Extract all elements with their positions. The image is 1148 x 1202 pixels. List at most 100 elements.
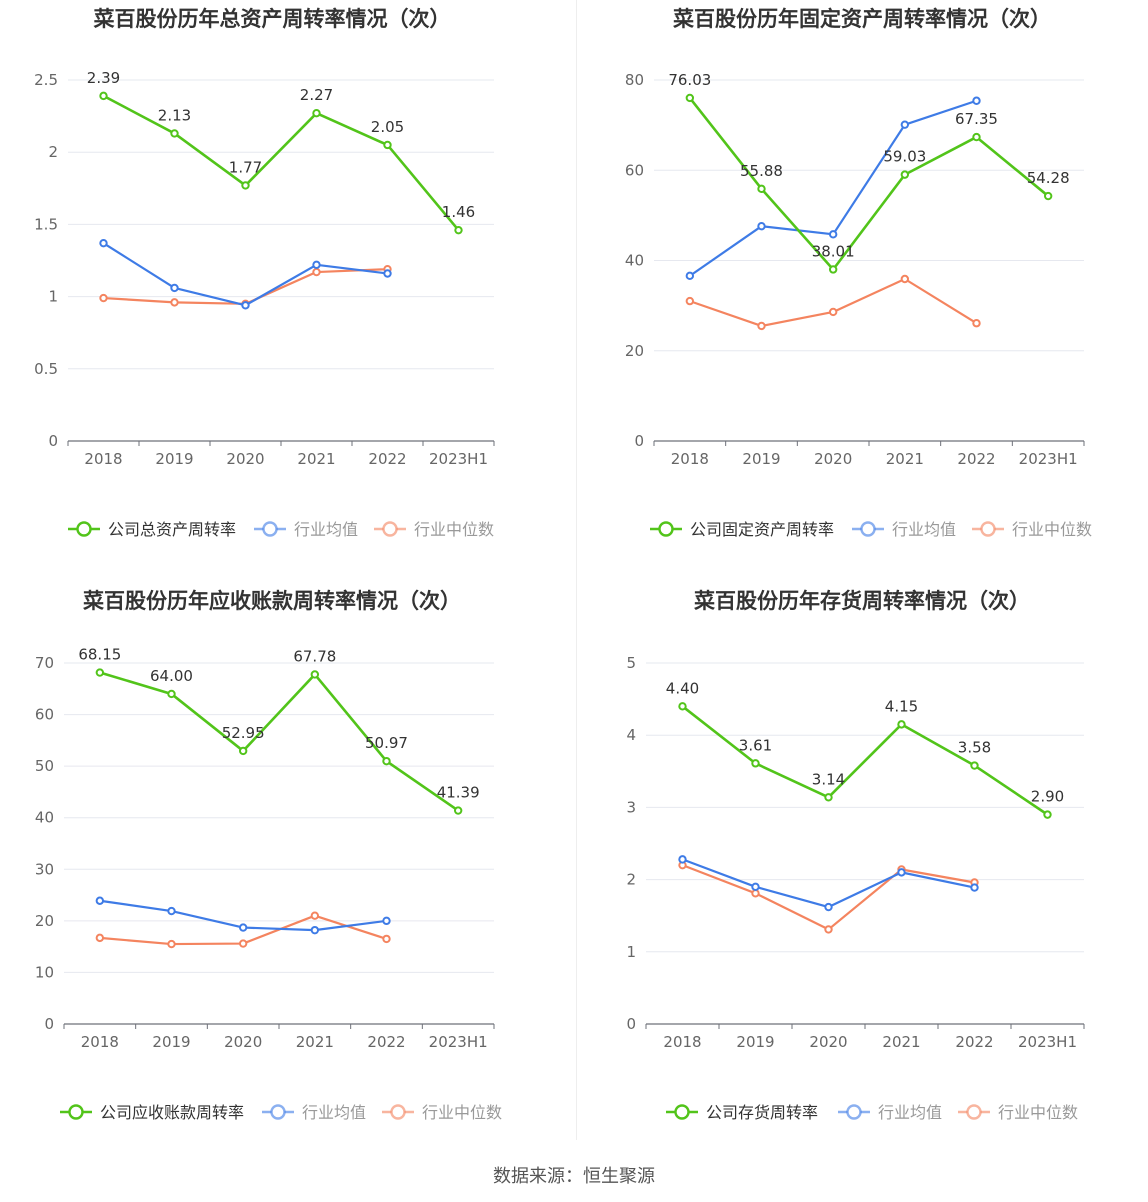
legend-item-company[interactable]: 公司固定资产周转率 <box>650 520 834 539</box>
legend-marker <box>860 521 876 537</box>
y-tick-label: 0.5 <box>34 360 58 378</box>
data-point-avg <box>99 238 108 248</box>
data-point-company <box>382 756 391 766</box>
data-point-company <box>99 91 108 101</box>
legend-label: 公司固定资产周转率 <box>690 520 834 539</box>
chart-svg-fixed-asset-turnover: 菜百股份历年固定资产周转率情况（次） 0 20 40 60 80 2018 2019 2020 2… <box>625 7 1092 539</box>
y-tick-label: 3 <box>626 798 636 816</box>
legend-marker <box>68 1104 84 1120</box>
data-point-avg <box>757 222 766 231</box>
data-point-avg <box>383 269 392 278</box>
data-point-median <box>757 321 766 331</box>
y-tick-label: 1 <box>48 288 58 306</box>
data-point-company <box>1043 810 1052 819</box>
x-tick-label: 2020 <box>809 1033 847 1051</box>
legend-label: 公司总资产周转率 <box>108 520 236 539</box>
data-label: 4.40 <box>666 679 699 697</box>
data-point-company <box>757 184 766 194</box>
data-label: 52.95 <box>222 724 265 742</box>
data-label: 2.05 <box>371 118 404 136</box>
data-point-median <box>828 307 838 317</box>
y-tick-label: 0 <box>634 432 644 450</box>
chart-panel-fixed-asset-turnover: 菜百股份历年固定资产周转率情况（次） 0 20 40 60 80 2018 2019 2020 2… <box>574 0 1148 582</box>
data-point-median <box>824 925 833 934</box>
source-note: 数据来源：恒生聚源 <box>493 1166 655 1187</box>
data-label: 1.46 <box>442 203 475 221</box>
data-point-median <box>900 274 910 284</box>
legend-label: 行业中位数 <box>1012 520 1092 539</box>
data-point-avg <box>900 120 910 129</box>
data-point-median <box>95 933 105 943</box>
data-label: 2.90 <box>1031 788 1064 806</box>
y-tick-label: 60 <box>625 161 644 179</box>
legend-item-company[interactable]: 公司存货周转率 <box>666 1103 818 1122</box>
data-point-median <box>99 293 108 303</box>
legend-marker <box>846 1104 862 1120</box>
legend-item-median[interactable]: 行业中位数 <box>382 1103 502 1122</box>
data-point-company <box>453 806 463 815</box>
data-point-company <box>310 670 320 679</box>
legend-marker <box>262 521 278 537</box>
data-point-company <box>897 720 906 729</box>
data-label: 3.58 <box>958 739 991 757</box>
legend-label: 行业均值 <box>302 1103 366 1122</box>
data-label: 50.97 <box>365 734 408 752</box>
data-point-company <box>970 761 979 770</box>
legend-item-median[interactable]: 行业中位数 <box>958 1103 1078 1122</box>
legend-item-median[interactable]: 行业中位数 <box>972 520 1092 539</box>
data-point-avg <box>824 902 833 912</box>
legend-item-median[interactable]: 行业中位数 <box>374 520 494 539</box>
chart-panel-total-asset-turnover: 菜百股份历年总资产周转率情况（次） 0 0.5 1 1.5 2 2.5 2018 2019 202… <box>0 0 574 582</box>
legend-marker <box>270 1104 286 1120</box>
data-point-avg <box>685 271 695 281</box>
data-point-avg <box>972 96 981 105</box>
data-label: 67.35 <box>955 110 998 128</box>
chart-title: 菜百股份历年应收账款周转率情况（次） <box>82 589 461 613</box>
y-tick-label: 0 <box>626 1015 636 1033</box>
x-tick-label: 2023H1 <box>1019 450 1078 468</box>
data-point-avg <box>310 925 320 935</box>
legend-marker <box>658 521 674 537</box>
data-point-avg <box>170 283 179 293</box>
data-label: 1.77 <box>229 158 262 176</box>
y-tick-label: 40 <box>625 252 644 270</box>
data-point-company <box>170 129 179 138</box>
x-tick-label: 2023H1 <box>429 1033 488 1051</box>
data-point-avg <box>382 916 391 926</box>
x-tick-label: 2021 <box>882 1033 920 1051</box>
legend-label: 行业中位数 <box>422 1103 502 1122</box>
y-tick-label: 0 <box>44 1015 54 1033</box>
y-tick-label: 2 <box>626 871 636 889</box>
x-tick-label: 2018 <box>84 450 122 468</box>
data-point-avg <box>970 883 979 892</box>
data-point-median <box>382 934 391 944</box>
chart-panel-receivables-turnover: 菜百股份历年应收账款周转率情况（次） 0 10 20 30 40 50 60 70 2018 201… <box>0 582 574 1164</box>
legend-item-company[interactable]: 公司总资产周转率 <box>68 520 236 539</box>
data-label: 76.03 <box>668 71 711 89</box>
data-point-company <box>824 793 833 802</box>
data-label: 54.28 <box>1027 169 1070 187</box>
y-tick-label: 0 <box>48 432 58 450</box>
data-point-median <box>310 911 320 920</box>
x-tick-label: 2018 <box>81 1033 119 1051</box>
legend-item-avg[interactable]: 行业均值 <box>254 520 358 539</box>
legend-item-avg[interactable]: 行业均值 <box>262 1103 366 1122</box>
series-line-company <box>102 94 460 232</box>
data-point-median <box>972 319 981 328</box>
data-point-company <box>95 668 105 677</box>
legend-item-avg[interactable]: 行业均值 <box>852 520 956 539</box>
legend-label: 行业中位数 <box>998 1103 1078 1122</box>
data-label: 2.13 <box>158 106 191 124</box>
legend-marker <box>76 521 92 537</box>
x-tick-label: 2023H1 <box>429 450 488 468</box>
y-tick-label: 1.5 <box>34 215 58 233</box>
x-tick-label: 2019 <box>742 450 780 468</box>
x-tick-label: 2022 <box>367 1033 405 1051</box>
series-line-company <box>688 97 1049 271</box>
legend-item-avg[interactable]: 行业均值 <box>838 1103 942 1122</box>
legend-label: 公司存货周转率 <box>706 1103 818 1122</box>
x-tick-label: 2019 <box>736 1033 774 1051</box>
legend-item-company[interactable]: 公司应收账款周转率 <box>60 1103 244 1122</box>
x-tick-label: 2019 <box>152 1033 190 1051</box>
data-label: 2.39 <box>87 69 120 87</box>
